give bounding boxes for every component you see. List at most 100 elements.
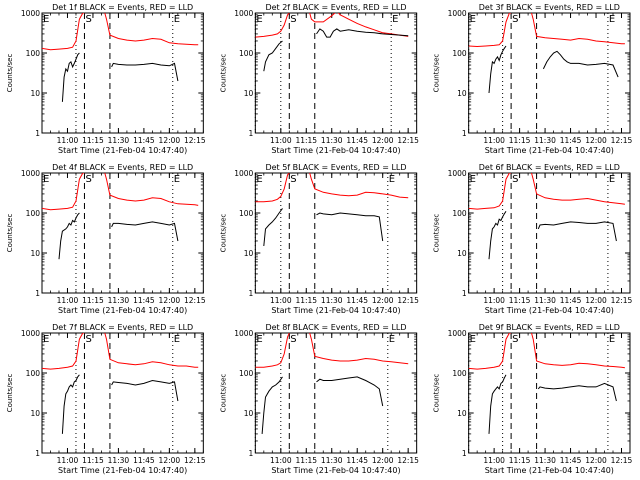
marker-label: E (43, 14, 49, 25)
marker-label: E (43, 334, 49, 345)
y-tick-label: 1000 (234, 329, 253, 338)
chart-title: Det 8f BLACK = Events, RED = LLD (265, 323, 406, 332)
y-tick-label: 100 (239, 49, 254, 58)
events-series-line (263, 208, 283, 247)
lld-series-line (468, 333, 512, 370)
x-tick-label: 12:00 (372, 136, 394, 145)
marker-label: S (290, 334, 296, 345)
plot-area (468, 13, 625, 94)
marker-label: E (174, 174, 180, 185)
plot-frame (468, 12, 631, 134)
y-tick-label: 10 (457, 89, 467, 98)
y-tick-label: 10 (30, 249, 40, 258)
x-tick-label: 12:15 (611, 456, 633, 465)
chart-panel: Det 5f BLACK = Events, RED = LLD 1 10 100 10… (219, 163, 419, 315)
y-tick-label: 100 (26, 49, 41, 58)
chart-panel: Det 1f BLACK = Events, RED = LLD 1 10 100 10… (6, 3, 206, 155)
chart-panel: Det 3f BLACK = Events, RED = LLD 1 10 100 10… (433, 3, 633, 155)
x-tick-label: 11:15 (82, 296, 104, 305)
events-series-line (111, 379, 179, 402)
y-tick-label: 10 (244, 249, 254, 258)
x-tick-label: 11:00 (270, 136, 292, 145)
events-series-line (488, 211, 507, 260)
marker-label: E (470, 174, 476, 185)
x-tick-label: 12:00 (585, 456, 607, 465)
events-series-line (488, 374, 507, 434)
y-tick-label: 100 (452, 49, 467, 58)
marker-label: E (389, 174, 395, 185)
x-axis-label: Start Time (21-Feb-04 10:47:40) (58, 306, 187, 315)
y-tick-label: 1 (462, 289, 467, 298)
y-tick-label: 1 (249, 449, 254, 458)
y-tick-label: 1 (249, 289, 254, 298)
y-tick-label: 10 (457, 249, 467, 258)
plot-area (42, 333, 199, 434)
y-axis-label: Counts/sec (219, 214, 227, 253)
x-tick-label: 11:30 (321, 456, 343, 465)
chart-title: Det 4f BLACK = Events, RED = LLD (52, 163, 193, 172)
x-tick-label: 11:00 (57, 296, 79, 305)
y-tick-label: 1000 (21, 169, 40, 178)
lld-series-line (255, 13, 290, 38)
marker-label: S (512, 334, 518, 345)
lld-series-line (104, 333, 199, 368)
events-series-line (316, 376, 384, 407)
marker-label: E (256, 14, 262, 25)
events-series-line (316, 212, 384, 242)
x-tick-label: 11:45 (133, 296, 155, 305)
events-series-line (61, 374, 80, 434)
x-tick-label: 11:45 (560, 136, 582, 145)
plot-area (255, 173, 409, 247)
plot-area (468, 173, 625, 260)
y-tick-label: 100 (452, 369, 467, 378)
y-tick-label: 100 (239, 369, 254, 378)
y-tick-label: 100 (26, 209, 41, 218)
x-axis-label: Start Time (21-Feb-04 10:47:40) (485, 146, 614, 155)
x-tick-label: 11:45 (346, 296, 368, 305)
y-tick-label: 10 (30, 409, 40, 418)
plot-area (255, 333, 409, 434)
events-series-line (537, 221, 617, 242)
x-tick-label: 11:00 (483, 296, 505, 305)
x-tick-label: 12:15 (397, 136, 419, 145)
lld-series-line (255, 173, 290, 203)
x-tick-label: 12:15 (184, 456, 206, 465)
x-tick-label: 11:30 (534, 456, 556, 465)
y-tick-label: 10 (457, 409, 467, 418)
x-tick-label: 11:45 (346, 136, 368, 145)
chart-panel: Det 4f BLACK = Events, RED = LLD 1 10 100 10… (6, 163, 206, 315)
x-tick-label: 11:15 (295, 456, 317, 465)
x-axis-label: Start Time (21-Feb-04 10:47:40) (485, 306, 614, 315)
marker-label: E (256, 334, 262, 345)
lld-series-line (255, 333, 290, 368)
lld-series-line (309, 173, 409, 199)
x-tick-label: 11:30 (534, 136, 556, 145)
events-series-line (58, 212, 80, 260)
lld-series-line (468, 13, 512, 48)
y-axis-label: Counts/sec (6, 54, 14, 93)
x-tick-label: 11:15 (82, 456, 104, 465)
marker-label: E (174, 334, 180, 345)
marker-label: S (85, 334, 91, 345)
x-tick-label: 11:45 (560, 296, 582, 305)
events-series-line (542, 50, 619, 78)
chart-title: Det 2f BLACK = Events, RED = LLD (265, 3, 406, 12)
x-tick-label: 11:45 (346, 456, 368, 465)
y-tick-label: 10 (30, 89, 40, 98)
y-tick-label: 10 (244, 409, 254, 418)
plot-area (42, 173, 199, 260)
x-tick-label: 12:15 (184, 136, 206, 145)
x-tick-label: 11:45 (133, 456, 155, 465)
y-tick-label: 1000 (448, 9, 467, 18)
marker-label: E (609, 334, 615, 345)
chart-title: Det 3f BLACK = Events, RED = LLD (479, 3, 620, 12)
x-tick-label: 11:00 (270, 456, 292, 465)
lld-series-line (531, 333, 625, 369)
chart-panel: Det 2f BLACK = Events, RED = LLD 1 10 100 10… (219, 3, 419, 155)
y-tick-label: 1 (35, 449, 40, 458)
marker-label: S (512, 14, 518, 25)
y-tick-label: 10 (244, 89, 254, 98)
x-tick-label: 11:30 (108, 136, 130, 145)
x-axis-label: Start Time (21-Feb-04 10:47:40) (58, 146, 187, 155)
x-axis-label: Start Time (21-Feb-04 10:47:40) (271, 306, 400, 315)
